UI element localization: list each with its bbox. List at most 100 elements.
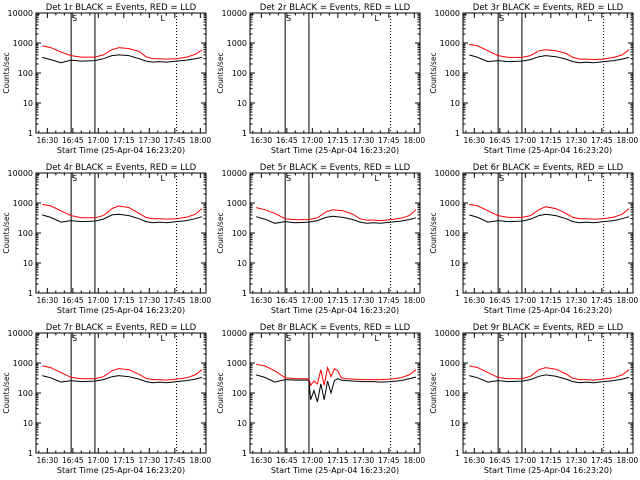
y-tick-label: 1000 <box>440 39 460 48</box>
detector-panel-3: Det 3r BLACK = Events, RED = LLD Counts/s… <box>429 3 638 155</box>
y-tick-label: 1 <box>455 289 460 298</box>
plot-frame <box>462 332 634 454</box>
y-axis-label: Counts/sec <box>2 52 11 93</box>
x-tick-label: 16:30 <box>464 456 486 465</box>
x-tick-label: 17:45 <box>164 296 186 305</box>
x-tick-label: 18:00 <box>617 296 639 305</box>
x-axis-label: Start Time (25-Apr-04 16:23:20) <box>484 466 612 475</box>
y-tick-label: 100 <box>445 69 460 78</box>
y-tick-label: 10000 <box>8 9 33 18</box>
detector-panel-2: Det 2r BLACK = Events, RED = LLD Counts/s… <box>216 3 425 155</box>
y-tick-label: 1000 <box>13 359 33 368</box>
x-tick-label: 17:30 <box>353 296 375 305</box>
marker-label: S <box>499 14 504 23</box>
y-tick-label: 1000 <box>440 199 460 208</box>
x-tick-label: 17:15 <box>113 296 135 305</box>
x-tick-label: 17:45 <box>591 136 613 145</box>
x-axis-label: Start Time (25-Apr-04 16:23:20) <box>57 466 185 475</box>
x-tick-label: 17:15 <box>540 456 562 465</box>
x-tick-label: 17:30 <box>566 456 588 465</box>
x-tick-label: 16:45 <box>62 296 84 305</box>
marker-label: S <box>72 334 77 343</box>
x-tick-label: 16:30 <box>251 136 273 145</box>
marker-label: L <box>375 334 380 343</box>
y-axis-label: Counts/sec <box>216 52 225 93</box>
series-line-events <box>42 213 203 224</box>
x-axis-label: Start Time (25-Apr-04 16:23:20) <box>484 306 612 315</box>
y-tick-label: 1000 <box>13 39 33 48</box>
x-tick-label: 17:00 <box>302 456 324 465</box>
x-tick-label: 18:00 <box>617 136 639 145</box>
x-tick-label: 16:45 <box>276 456 298 465</box>
marker-label: S <box>499 334 504 343</box>
detector-panel-4: Det 4r BLACK = Events, RED = LLD Counts/s… <box>2 163 211 315</box>
x-axis-label: Start Time (25-Apr-04 16:23:20) <box>271 306 399 315</box>
x-tick-label: 17:45 <box>378 136 400 145</box>
y-tick-label: 1 <box>242 129 247 138</box>
series-line-events <box>42 54 203 64</box>
series-line-events <box>469 374 630 384</box>
y-tick-label: 10 <box>23 419 33 428</box>
y-tick-label: 100 <box>18 229 33 238</box>
series-line-lld <box>42 45 203 60</box>
x-tick-label: 17:15 <box>540 296 562 305</box>
panel-title: Det 8r BLACK = Events, RED = LLD <box>260 323 411 333</box>
y-tick-label: 10 <box>237 259 247 268</box>
panel-title: Det 4r BLACK = Events, RED = LLD <box>46 163 197 173</box>
x-tick-label: 17:45 <box>378 296 400 305</box>
x-tick-label: 17:15 <box>327 136 349 145</box>
x-tick-label: 17:15 <box>327 456 349 465</box>
series-line-events <box>42 375 203 384</box>
y-tick-label: 10 <box>450 259 460 268</box>
x-tick-label: 18:00 <box>404 296 426 305</box>
y-tick-label: 10000 <box>222 169 247 178</box>
y-axis-label: Counts/sec <box>216 212 225 253</box>
marker-label: L <box>588 14 593 23</box>
plot-frame <box>249 172 421 294</box>
x-tick-label: 18:00 <box>190 136 212 145</box>
y-tick-label: 1 <box>28 289 33 298</box>
series-line-lld <box>469 203 630 220</box>
plot-frame <box>35 12 207 134</box>
x-axis-label: Start Time (25-Apr-04 16:23:20) <box>57 146 185 155</box>
y-tick-label: 10000 <box>8 329 33 338</box>
x-axis-label: Start Time (25-Apr-04 16:23:20) <box>57 306 185 315</box>
x-axis-label: Start Time (25-Apr-04 16:23:20) <box>484 146 612 155</box>
x-tick-label: 17:45 <box>164 136 186 145</box>
y-axis-label: Counts/sec <box>2 212 11 253</box>
y-tick-label: 10000 <box>8 169 33 178</box>
y-tick-label: 1000 <box>227 359 247 368</box>
x-tick-label: 17:30 <box>139 456 161 465</box>
series-line-lld <box>256 363 417 387</box>
x-tick-label: 17:00 <box>302 296 324 305</box>
y-tick-label: 10 <box>450 419 460 428</box>
x-tick-label: 17:45 <box>164 456 186 465</box>
y-tick-label: 10 <box>23 99 33 108</box>
plot-frame <box>35 172 207 294</box>
panel-title: Det 5r BLACK = Events, RED = LLD <box>260 163 411 173</box>
plot-frame <box>462 12 634 134</box>
y-tick-label: 100 <box>445 229 460 238</box>
y-tick-label: 10000 <box>435 169 460 178</box>
panel-title: Det 6r BLACK = Events, RED = LLD <box>473 163 624 173</box>
y-tick-label: 10000 <box>435 329 460 338</box>
series-line-lld <box>256 207 417 222</box>
x-tick-label: 18:00 <box>190 456 212 465</box>
x-tick-label: 17:00 <box>515 136 537 145</box>
x-tick-label: 17:30 <box>353 136 375 145</box>
series-line-lld <box>42 365 203 381</box>
x-tick-label: 17:15 <box>113 456 135 465</box>
y-tick-label: 10 <box>237 99 247 108</box>
x-tick-label: 17:30 <box>566 136 588 145</box>
marker-label: L <box>588 334 593 343</box>
detector-panel-1: Det 1r BLACK = Events, RED = LLD Counts/s… <box>2 3 211 155</box>
x-tick-label: 16:30 <box>37 456 59 465</box>
y-tick-label: 100 <box>18 389 33 398</box>
y-tick-label: 1 <box>455 129 460 138</box>
marker-label: L <box>588 174 593 183</box>
x-tick-label: 17:00 <box>515 296 537 305</box>
marker-label: S <box>72 14 77 23</box>
series-line-events <box>256 374 417 403</box>
y-tick-label: 1 <box>28 129 33 138</box>
x-tick-label: 16:30 <box>37 136 59 145</box>
